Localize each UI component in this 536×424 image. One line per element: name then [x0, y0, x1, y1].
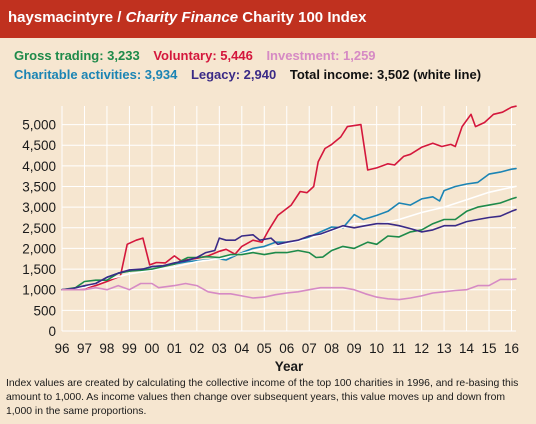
legend-investment: Investment: 1,259	[266, 48, 376, 63]
x-tick-label: 06	[279, 341, 294, 356]
y-tick-label: 2,500	[22, 221, 56, 236]
brand-name: haysmacintyre	[8, 9, 114, 26]
title-text: Charity 100 Index	[238, 9, 367, 26]
y-tick-label: 3,500	[22, 180, 56, 195]
x-tick-label: 01	[167, 341, 182, 356]
x-tick-label: 11	[392, 341, 406, 356]
x-tick-label: 14	[459, 341, 475, 356]
x-axis-title: Year	[275, 359, 304, 374]
y-tick-label: 4,500	[22, 138, 56, 153]
series-line-total-income	[61, 185, 517, 291]
y-tick-label: 1,000	[22, 283, 56, 298]
x-tick-label: 10	[369, 341, 384, 356]
x-tick-label: 96	[54, 341, 69, 356]
y-tick-label: 1,500	[22, 262, 56, 277]
footnote: Index values are created by calculating …	[6, 378, 519, 417]
x-tick-label: 02	[189, 341, 204, 356]
series-line-voluntary	[61, 105, 517, 291]
x-tick-label: 00	[144, 341, 159, 356]
legend-legacy: Legacy: 2,940	[190, 67, 277, 82]
title-bar: haysmacintyre / Charity Finance Charity …	[0, 0, 536, 38]
x-tick-label: 09	[347, 341, 362, 356]
legend-total-income: Total income: 3,502 (white line)	[289, 67, 482, 82]
legend-voluntary: Voluntary: 5,446	[153, 48, 253, 63]
chart-title: haysmacintyre / Charity Finance Charity …	[8, 9, 367, 26]
legend-charitable-activities: Charitable activities: 3,934	[14, 67, 178, 82]
series-line-legacy	[61, 208, 517, 291]
x-tick-label: 16	[504, 341, 519, 356]
x-tick-label: 05	[257, 341, 272, 356]
x-tick-label: 03	[212, 341, 227, 356]
x-tick-label: 07	[302, 341, 317, 356]
x-tick-label: 13	[437, 341, 452, 356]
y-tick-label: 0	[48, 324, 56, 339]
x-tick-label: 98	[99, 341, 114, 356]
x-tick-label: 97	[77, 341, 92, 356]
x-tick-label: 04	[234, 341, 250, 356]
y-tick-label: 5,000	[22, 118, 56, 133]
series-line-gross-trading	[61, 196, 517, 291]
title-separator: /	[113, 9, 126, 26]
publication-name: Charity Finance	[125, 9, 239, 26]
series-line-investment	[61, 278, 517, 301]
plot-area	[62, 106, 516, 331]
y-tick-label: 500	[33, 303, 56, 318]
x-tick-label: 99	[122, 341, 137, 356]
legend-row-2: Charitable activities: 3,934 Legacy: 2,9…	[14, 67, 491, 82]
x-tick-label: 12	[414, 341, 429, 356]
x-tick-label: 08	[324, 341, 339, 356]
legend-gross-trading: Gross trading: 3,233	[14, 48, 140, 63]
y-tick-label: 4,000	[22, 159, 56, 174]
legend-row-1: Gross trading: 3,233 Voluntary: 5,446 In…	[14, 48, 386, 63]
x-tick-label: 15	[482, 341, 497, 356]
y-tick-label: 2,000	[22, 241, 56, 256]
y-tick-label: 3,000	[22, 200, 56, 215]
